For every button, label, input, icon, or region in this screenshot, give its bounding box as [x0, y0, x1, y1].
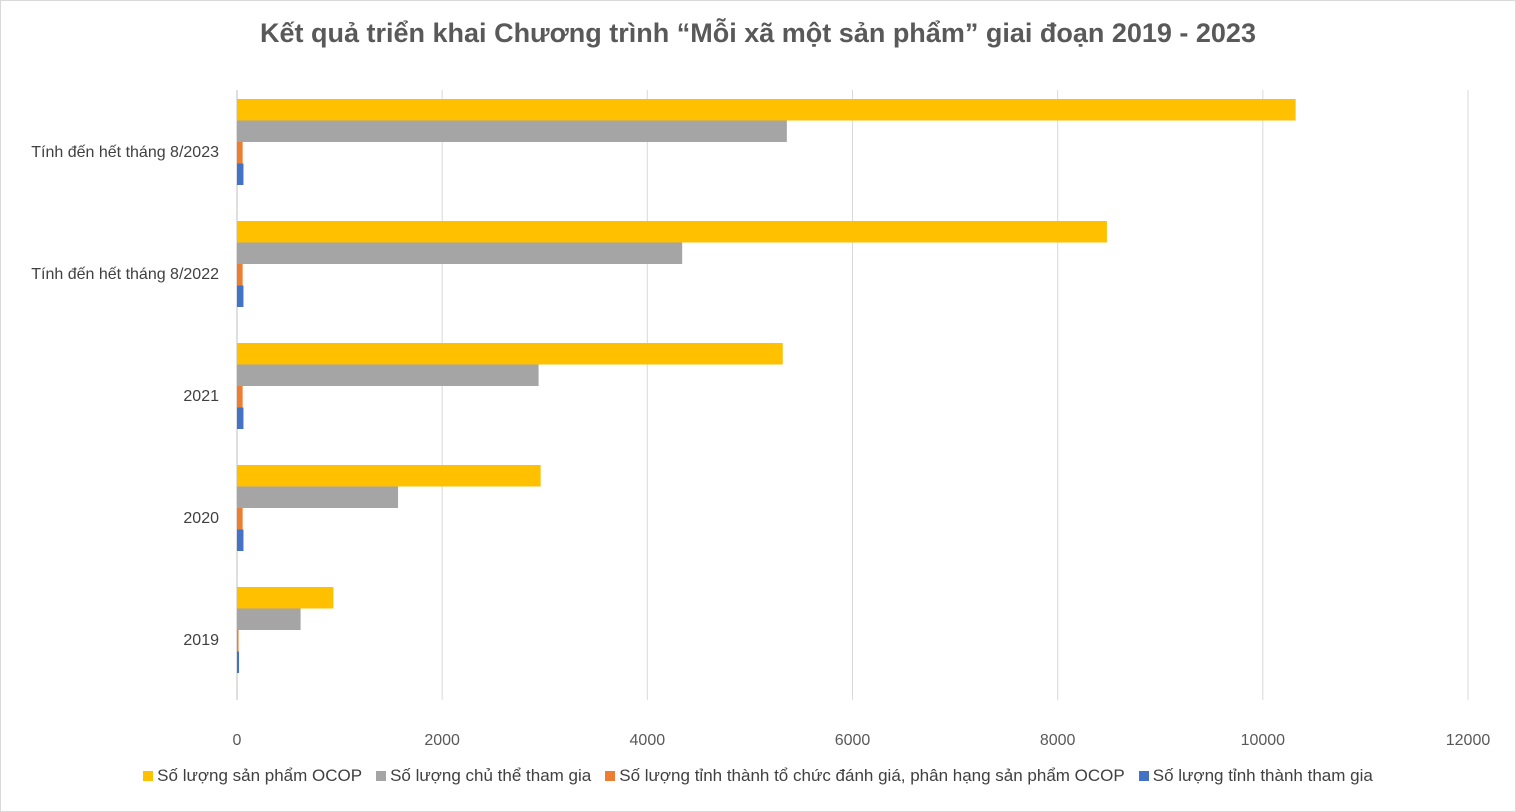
bar	[237, 630, 239, 652]
legend-label: Số lượng tỉnh thành tham gia	[1152, 766, 1373, 785]
legend-label: Số lượng sản phẩm OCOP	[157, 766, 363, 785]
bar	[237, 587, 334, 609]
bar	[237, 285, 244, 307]
x-tick-label: 6000	[835, 732, 871, 749]
bar	[237, 364, 539, 386]
legend-swatch	[376, 771, 387, 781]
legend-label: Số lượng chủ thể tham gia	[390, 766, 592, 785]
chart-legend: Số lượng sản phẩm OCOP Số lượng chủ thể t…	[0, 766, 1516, 786]
bar	[237, 651, 240, 673]
legend-swatch	[143, 771, 154, 781]
chart-title: Kết quả triển khai Chương trình “Mỗi xã …	[260, 18, 1256, 48]
x-tick-label: 4000	[630, 732, 666, 749]
category-label: 2021	[183, 388, 219, 405]
bar	[237, 529, 244, 551]
x-tick-label: 2000	[424, 732, 460, 749]
bar	[237, 343, 783, 365]
bar	[237, 221, 1107, 243]
legend-entry: Số lượng tỉnh thành tham gia	[1138, 766, 1373, 786]
bar	[237, 163, 244, 185]
legend-entry: Số lượng chủ thể tham gia	[376, 766, 591, 786]
bar	[237, 120, 787, 142]
x-tick-label: 0	[233, 732, 242, 749]
bar	[237, 508, 243, 530]
bar	[237, 407, 244, 429]
category-label: Tính đến hết tháng 8/2023	[31, 144, 219, 161]
x-tick-label: 12000	[1446, 732, 1491, 749]
bar	[237, 465, 541, 487]
x-tick-label: 10000	[1241, 732, 1286, 749]
category-label: Tính đến hết tháng 8/2022	[31, 266, 219, 283]
legend-entry: Số lượng tỉnh thành tổ chức đánh giá, ph…	[605, 766, 1125, 786]
category-label: 2020	[183, 510, 219, 527]
category-label: 2019	[183, 632, 219, 649]
bar	[237, 99, 1296, 121]
legend-label: Số lượng tỉnh thành tổ chức đánh giá, ph…	[619, 766, 1125, 785]
bar	[237, 242, 683, 264]
bar	[237, 486, 399, 508]
legend-swatch	[1138, 771, 1149, 781]
bar	[237, 142, 243, 164]
bar	[237, 264, 243, 286]
bar	[237, 608, 301, 630]
x-tick-label: 8000	[1040, 732, 1076, 749]
legend-entry: Số lượng sản phẩm OCOP	[143, 766, 362, 786]
bar	[237, 386, 243, 408]
legend-swatch	[605, 771, 616, 781]
